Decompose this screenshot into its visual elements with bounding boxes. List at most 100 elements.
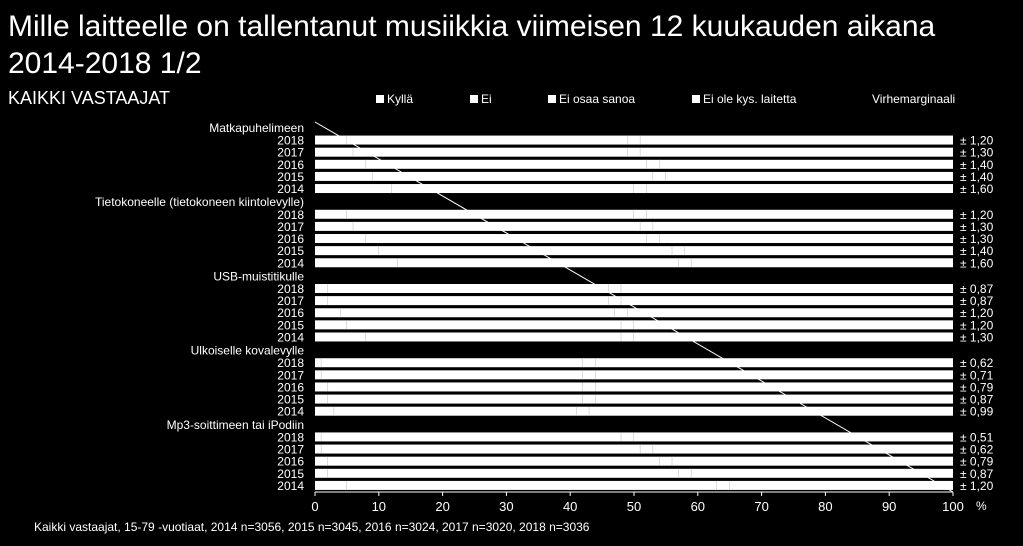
bar-segment: [640, 147, 953, 157]
bar-segment: [672, 456, 953, 466]
bar-segment: [315, 456, 328, 466]
bar-segment: [378, 246, 673, 256]
row-year-label: 2016: [277, 380, 304, 394]
bar-segment: [640, 135, 953, 145]
row-year-label: 2015: [277, 318, 304, 332]
row-year-label: 2018: [277, 356, 304, 370]
bar-segment: [691, 468, 953, 478]
bar-segment: [634, 320, 953, 330]
error-margin-label: ± 1,40: [960, 158, 994, 172]
error-margin-label: ± 1,30: [960, 232, 994, 246]
error-margin-label: ± 0,87: [960, 282, 994, 296]
bar-segment: [582, 382, 596, 392]
bar-segment: [691, 258, 953, 268]
bar-segment: [589, 406, 953, 416]
x-unit-label: %: [976, 499, 987, 513]
row-year-label: 2017: [277, 220, 304, 234]
bar-segment: [627, 308, 953, 318]
bar-segment: [614, 308, 628, 318]
bar-segment: [327, 382, 583, 392]
x-tick-label: 90: [882, 499, 896, 514]
bar-segment: [627, 147, 641, 157]
bar-segment: [582, 370, 596, 380]
bar-segment: [640, 221, 654, 231]
bar-segment: [685, 246, 953, 256]
bar-segment: [627, 135, 641, 145]
error-margin-label: ± 1,40: [960, 244, 994, 258]
bar-segment: [659, 234, 953, 244]
error-margin-label: ± 1,20: [960, 479, 994, 493]
bar-segment: [315, 406, 335, 416]
error-margin-label: ± 0,51: [960, 430, 994, 444]
bar-segment: [366, 234, 647, 244]
bar-segment: [334, 406, 577, 416]
bar-segment: [646, 209, 953, 219]
legend-swatch: [692, 95, 700, 103]
error-margin-label: ± 0,79: [960, 380, 994, 394]
bar-segment: [346, 320, 622, 330]
y-axis-line: [314, 121, 954, 493]
x-tick-label: 0: [311, 499, 318, 514]
row-year-label: 2015: [277, 393, 304, 407]
bar-segment: [315, 370, 322, 380]
row-year-label: 2016: [277, 158, 304, 172]
legend: Kyllä Ei Ei osaa sanoa Ei ole kys. laite…: [370, 92, 1010, 108]
group-label: Ulkoiselle kovalevylle: [191, 344, 305, 358]
bar-segment: [621, 320, 634, 330]
bar-segment: [327, 394, 583, 404]
footer-note: Kaikki vastaajat, 15-79 -vuotiaat, 2014 …: [34, 520, 590, 534]
group-label: Mp3-soittimeen tai iPodiin: [167, 418, 304, 432]
row-year-label: 2014: [277, 479, 304, 493]
bar-segment: [366, 159, 647, 169]
bar-segment: [653, 171, 666, 181]
bar-segment: [321, 358, 583, 368]
row-year-label: 2018: [277, 134, 304, 148]
legend-item-kylla: Kyllä: [376, 92, 413, 106]
error-margin-label: ± 1,40: [960, 170, 994, 184]
x-tick-label: 20: [435, 499, 449, 514]
bar-segment: [315, 184, 392, 194]
bar-segment: [621, 332, 634, 342]
row-year-label: 2015: [277, 467, 304, 481]
bar-segment: [729, 480, 953, 490]
bar-segment: [315, 308, 341, 318]
group-label: Matkapuhelimeen: [209, 121, 304, 135]
legend-label: Kyllä: [387, 92, 414, 106]
bar-segment: [366, 332, 622, 342]
bar-segment: [653, 221, 953, 231]
error-margin-label: ± 1,20: [960, 208, 994, 222]
bar-segment: [321, 432, 622, 442]
bar-segment: [315, 432, 322, 442]
row-year-label: 2018: [277, 208, 304, 222]
bar-segment: [327, 456, 660, 466]
bar-segment: [315, 320, 347, 330]
x-tick-label: 50: [627, 499, 641, 514]
bar-segment: [315, 284, 328, 293]
bar-segment: [646, 184, 953, 194]
row-year-label: 2015: [277, 170, 304, 184]
error-margin-label: ± 0,62: [960, 443, 994, 457]
error-margin-label: ± 0,87: [960, 393, 994, 407]
bar-segment: [621, 432, 634, 442]
error-margin-label: ± 1,30: [960, 146, 994, 160]
bar-segment: [321, 444, 641, 454]
legend-item-ei-ole-laitetta: Ei ole kys. laitetta: [692, 92, 796, 106]
bar-segment: [595, 394, 953, 404]
bar-segment: [634, 332, 953, 342]
bar-segment: [678, 258, 692, 268]
row-year-label: 2014: [277, 256, 304, 270]
bar-segment: [315, 468, 328, 478]
bar-segment: [315, 159, 367, 169]
x-tick-label: 30: [499, 499, 513, 514]
bar-segment: [315, 258, 398, 268]
row-year-label: 2016: [277, 455, 304, 469]
bar-segment: [346, 135, 628, 145]
legend-swatch: [548, 95, 556, 103]
row-year-label: 2018: [277, 282, 304, 296]
bar-segment: [634, 209, 647, 219]
chart-title: Mille laitteelle on tallentanut musiikki…: [8, 10, 936, 80]
bar-segment: [646, 234, 660, 244]
row-year-label: 2017: [277, 146, 304, 160]
bar-segment: [595, 370, 953, 380]
bar-segment: [582, 394, 596, 404]
